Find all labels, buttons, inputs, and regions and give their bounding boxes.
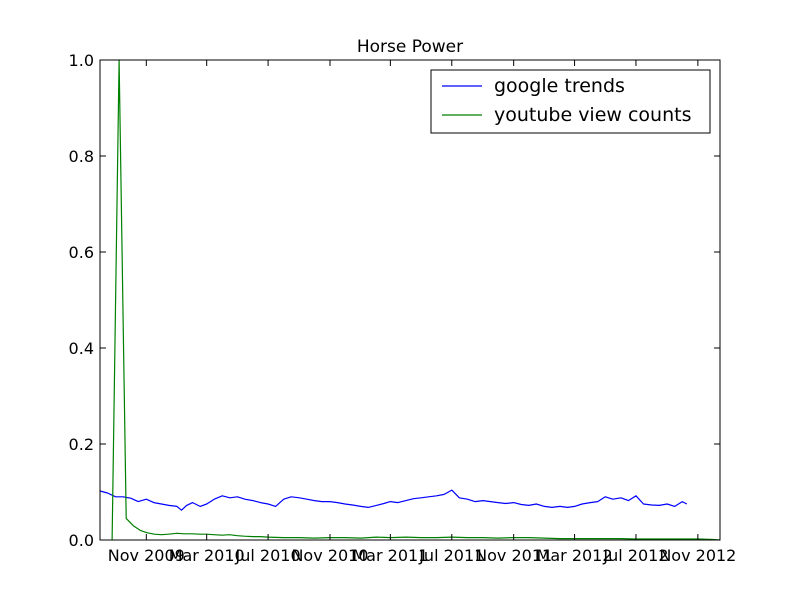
x-tick-label: Nov 2012 bbox=[659, 546, 736, 565]
series-line-youtube-view-counts bbox=[111, 59, 721, 541]
y-tick-label: 0.2 bbox=[69, 435, 94, 454]
y-tick-label: 0.6 bbox=[69, 243, 94, 262]
x-tick-label: Jul 2010 bbox=[235, 546, 301, 565]
legend-label: youtube view counts bbox=[494, 104, 692, 126]
x-tick-label: Jul 2011 bbox=[418, 546, 484, 565]
x-tick-label: Nov 2010 bbox=[291, 546, 368, 565]
x-tick-label: Nov 2011 bbox=[475, 546, 552, 565]
series-layer bbox=[99, 59, 721, 541]
x-tick-label: Nov 2009 bbox=[108, 546, 185, 565]
y-tick-label: 0.0 bbox=[69, 531, 94, 550]
legend-items: google trends youtube view counts bbox=[442, 75, 692, 126]
y-tick-label: 1.0 bbox=[69, 51, 94, 70]
legend: google trends youtube view counts bbox=[430, 69, 711, 134]
legend-box bbox=[430, 69, 711, 134]
series-line-google-trends bbox=[99, 489, 688, 511]
x-tick-label: Jul 2012 bbox=[602, 546, 668, 565]
plot-frame bbox=[99, 59, 721, 541]
y-tick-label: 0.4 bbox=[69, 339, 94, 358]
legend-label: google trends bbox=[494, 75, 625, 97]
x-tick-label: Mar 2011 bbox=[352, 546, 428, 565]
chart-title: Horse Power bbox=[357, 37, 463, 57]
y-tick-label: 0.8 bbox=[69, 147, 94, 166]
x-tick-label: Mar 2010 bbox=[169, 546, 245, 565]
x-tick-label: Mar 2012 bbox=[537, 546, 613, 565]
